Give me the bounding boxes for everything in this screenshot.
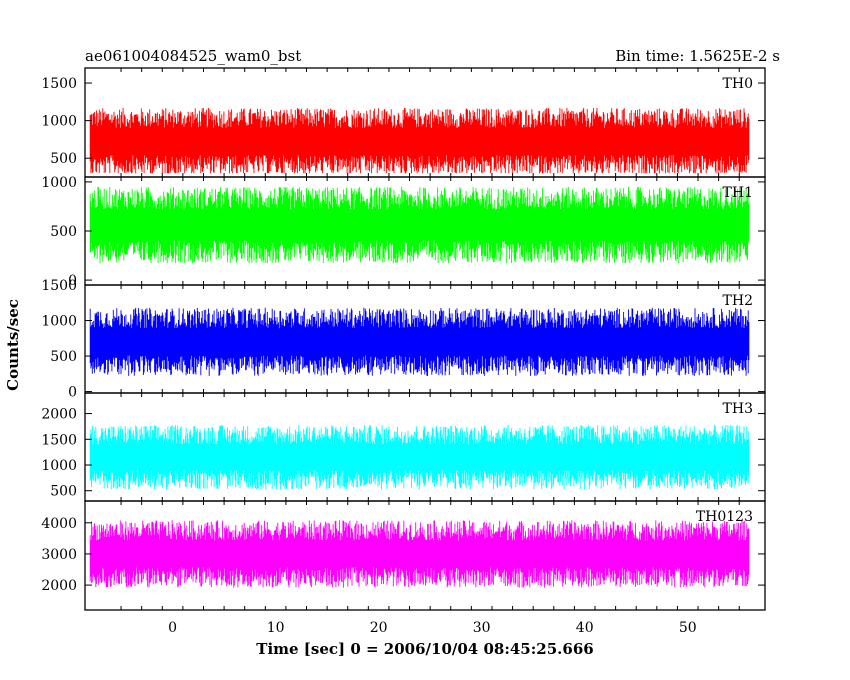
x-tick-label: 10	[267, 620, 285, 636]
panel-label-th2: TH2	[723, 293, 753, 309]
series-th2	[89, 307, 750, 376]
x-tick-label: 0	[168, 620, 177, 636]
x-axis-label: Time [sec] 0 = 2006/10/04 08:45:25.666	[256, 640, 593, 658]
y-axis-label: Counts/sec	[4, 299, 22, 391]
y-tick-label-th1: 1000	[41, 175, 77, 191]
y-tick-label-th0123: 2000	[41, 578, 77, 594]
y-tick-label-th2: 0	[68, 385, 77, 401]
y-tick-label-th0123: 4000	[41, 516, 77, 532]
y-tick-label-th2: 500	[50, 349, 77, 365]
x-tick-label: 20	[370, 620, 388, 636]
y-tick-label-th1: 500	[50, 224, 77, 240]
panel-label-th1: TH1	[723, 185, 753, 201]
y-tick-label-th3: 1000	[41, 458, 77, 474]
series-th1	[89, 186, 750, 264]
x-tick-label: 40	[576, 620, 594, 636]
y-tick-label-th0: 1500	[41, 76, 77, 92]
x-tick-label: 30	[473, 620, 491, 636]
y-tick-label-th1: 0	[68, 273, 77, 289]
y-tick-label-th0: 1000	[41, 114, 77, 130]
y-tick-label-th3: 1500	[41, 432, 77, 448]
panel-frame-th0123	[84, 500, 766, 611]
chart-title: ae061004084525_wam0_bst	[85, 47, 301, 65]
x-tick-label: 50	[679, 620, 697, 636]
y-tick-label-th2: 1500	[41, 278, 77, 294]
panel-label-th0123: TH0123	[696, 509, 753, 525]
y-tick-label-th0123: 3000	[41, 547, 77, 563]
panel-label-th0: TH0	[723, 76, 753, 92]
y-tick-label-th2: 1000	[41, 314, 77, 330]
chart-subtitle: Bin time: 1.5625E-2 s	[615, 47, 780, 65]
y-tick-label-th3: 2000	[41, 407, 77, 423]
y-tick-label-th3: 500	[50, 484, 77, 500]
series-th3	[89, 424, 750, 490]
series-th0123	[89, 520, 750, 588]
series-th0	[89, 107, 750, 174]
panel-label-th3: TH3	[723, 401, 753, 417]
y-tick-label-th0: 500	[50, 151, 77, 167]
